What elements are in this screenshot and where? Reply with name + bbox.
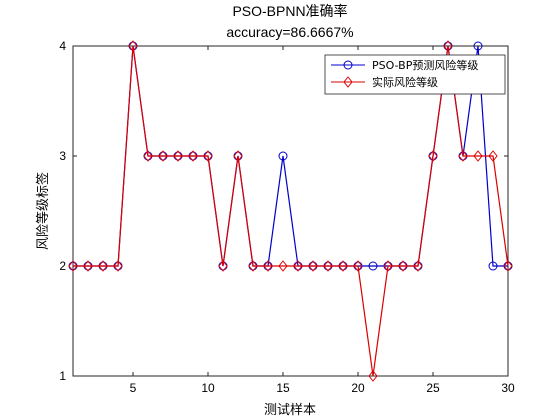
x-tick-label: 25: [426, 381, 440, 395]
data-point-diamond: [323, 260, 333, 272]
y-tick-label: 2: [59, 259, 66, 273]
y-tick-label: 3: [59, 149, 66, 163]
y-tick-label: 4: [59, 39, 66, 53]
data-point-diamond: [218, 260, 228, 272]
data-point-diamond: [458, 150, 468, 162]
axis-ticks: 5 10 15 20 25 30 1 2 3 4: [59, 39, 515, 395]
data-point-circle: [278, 151, 288, 161]
data-point-diamond: [428, 150, 438, 162]
chart-title: PSO-BPNN准确率: [232, 3, 347, 19]
series-line: [73, 45, 509, 377]
data-point-diamond: [503, 260, 513, 272]
data-point-diamond: [143, 150, 153, 162]
legend-marker-circle-icon: [343, 60, 353, 70]
data-point-diamond: [308, 260, 318, 272]
data-point-diamond: [83, 260, 93, 272]
data-point-circle: [473, 41, 483, 51]
data-point-diamond: [413, 260, 423, 272]
data-point-diamond: [368, 370, 378, 382]
series-layer: [68, 40, 513, 382]
data-point-circle: [368, 261, 378, 271]
data-point-diamond: [278, 260, 288, 272]
data-point-diamond: [188, 150, 198, 162]
legend-marker-diamond-icon: [343, 76, 353, 88]
x-tick-label: 20: [351, 381, 365, 395]
data-point-diamond: [233, 150, 243, 162]
x-axis-label: 测试样本: [264, 403, 316, 418]
x-tick-label: 15: [276, 381, 290, 395]
data-point-circle: [488, 261, 498, 271]
data-point-diamond: [68, 260, 78, 272]
data-point-diamond: [113, 260, 123, 272]
x-tick-label: 5: [130, 381, 137, 395]
data-point-diamond: [473, 150, 483, 162]
legend-label-predicted: PSO-BP预测风险等级: [372, 58, 478, 72]
data-point-diamond: [158, 150, 168, 162]
data-point-diamond: [173, 150, 183, 162]
legend-box: [324, 54, 506, 95]
data-point-diamond: [338, 260, 348, 272]
y-axis-label: 风险等级标签: [35, 172, 51, 250]
chart-subtitle: accuracy=86.6667%: [226, 24, 353, 40]
data-point-diamond: [488, 150, 498, 162]
data-point-diamond: [128, 40, 138, 52]
y-tick-label: 1: [59, 369, 66, 383]
x-tick-label: 30: [501, 381, 515, 395]
legend-label-actual: 实际风险等级: [372, 75, 438, 89]
legend: PSO-BP预测风险等级 实际风险等级: [324, 54, 506, 95]
x-tick-label: 10: [201, 381, 215, 395]
data-point-diamond: [293, 260, 303, 272]
data-point-diamond: [398, 260, 408, 272]
data-point-diamond: [443, 40, 453, 52]
series-2: [68, 40, 513, 382]
data-point-diamond: [248, 260, 258, 272]
data-point-diamond: [353, 260, 363, 272]
data-point-diamond: [383, 260, 393, 272]
data-point-diamond: [203, 150, 213, 162]
data-point-diamond: [263, 260, 273, 272]
data-point-diamond: [98, 260, 108, 272]
